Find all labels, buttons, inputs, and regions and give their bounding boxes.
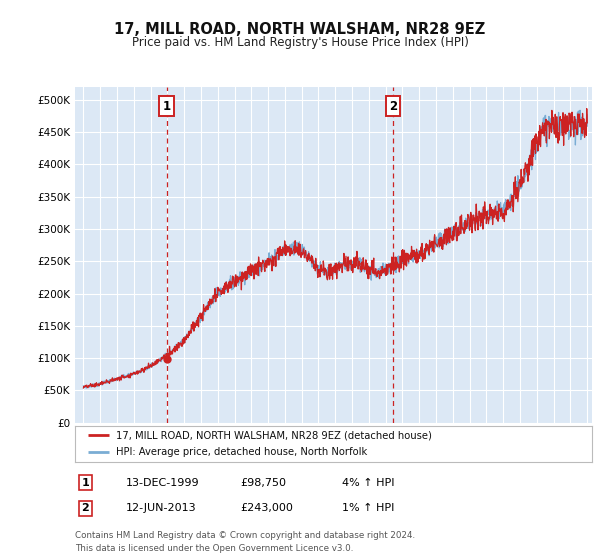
Text: £243,000: £243,000 [240,503,293,514]
Text: 2: 2 [82,503,89,514]
Text: 1% ↑ HPI: 1% ↑ HPI [342,503,394,514]
Text: 1: 1 [163,100,171,113]
Text: 2: 2 [389,100,397,113]
Text: 1: 1 [82,478,89,488]
Text: HPI: Average price, detached house, North Norfolk: HPI: Average price, detached house, Nort… [116,447,368,457]
Text: £98,750: £98,750 [240,478,286,488]
Text: Contains HM Land Registry data © Crown copyright and database right 2024.
This d: Contains HM Land Registry data © Crown c… [75,531,415,553]
Text: 12-JUN-2013: 12-JUN-2013 [126,503,197,514]
Text: 17, MILL ROAD, NORTH WALSHAM, NR28 9EZ (detached house): 17, MILL ROAD, NORTH WALSHAM, NR28 9EZ (… [116,431,432,440]
Text: Price paid vs. HM Land Registry's House Price Index (HPI): Price paid vs. HM Land Registry's House … [131,36,469,49]
Text: 4% ↑ HPI: 4% ↑ HPI [342,478,395,488]
Text: 17, MILL ROAD, NORTH WALSHAM, NR28 9EZ: 17, MILL ROAD, NORTH WALSHAM, NR28 9EZ [115,22,485,38]
Text: 13-DEC-1999: 13-DEC-1999 [126,478,200,488]
